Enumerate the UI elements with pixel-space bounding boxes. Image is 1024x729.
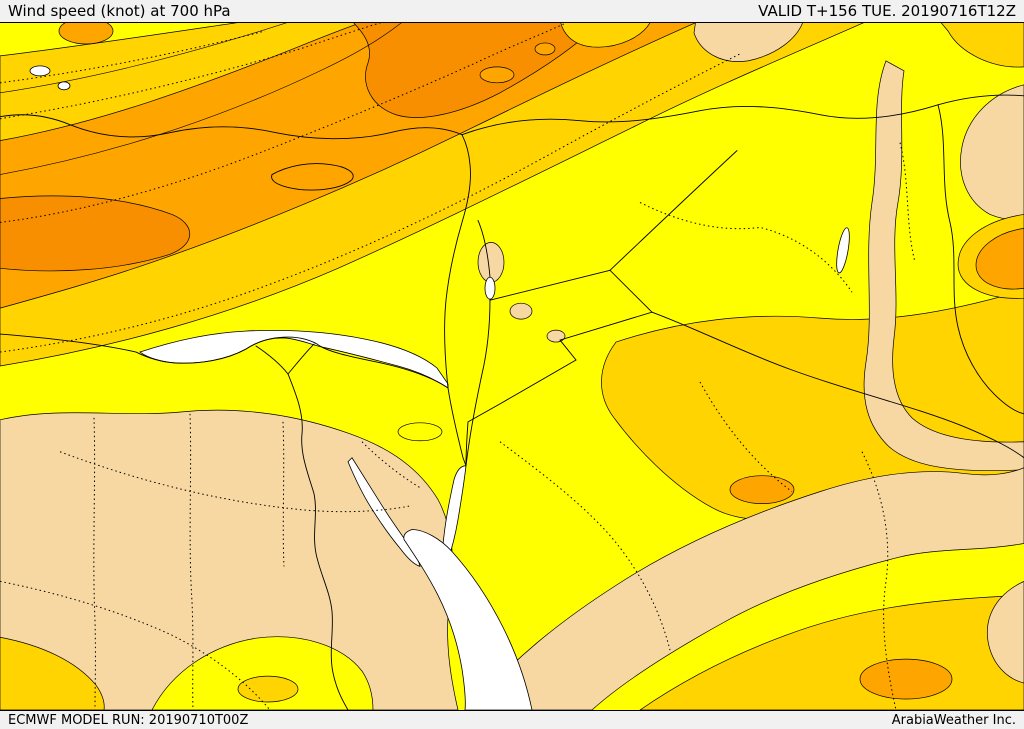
dead-sea (484, 276, 496, 300)
dotted-admin-egypt-2 (189, 413, 194, 710)
valid-time-label: VALID T+156 TUE. 20190716T12Z (758, 2, 1016, 20)
wind-speed-contour-map (0, 23, 1024, 710)
nile-delta-branch-west (255, 345, 289, 375)
map-title: Wind speed (knot) at 700 hPa (8, 2, 231, 20)
wind-speed-map-area (0, 22, 1024, 711)
nile-delta-branch-east (287, 343, 315, 375)
border-jordan-rift-south (465, 298, 491, 467)
coastline-north-africa (0, 333, 449, 389)
contour-line-intermediate-2 (0, 23, 402, 175)
river-nile (287, 373, 349, 710)
dotted-admin-saudi-1 (499, 441, 671, 651)
gulf-of-suez (347, 457, 421, 568)
contour-line-intermediate-1 (0, 23, 287, 94)
dotted-admin-sinai (361, 441, 421, 489)
contour-core-dark-orange-left (0, 195, 190, 272)
contour-band-tan-saudi-diagonal (469, 467, 1024, 710)
border-jordan-saudi-zigzag (465, 269, 653, 467)
contour-patch-gold-bottom-left (0, 636, 105, 710)
contour-blob-orange-top-left (58, 23, 114, 45)
coastline-levant (444, 134, 471, 389)
dotted-line-nw-1 (0, 30, 266, 84)
contour-spot-tan-jordan-1 (477, 242, 505, 283)
red-sea (403, 529, 533, 710)
cyprus-outline (271, 163, 354, 191)
border-syria-iraq (609, 150, 738, 271)
contour-hole-yellow (479, 66, 515, 84)
contour-patch-tan-top-right (693, 23, 803, 62)
credit-label: ArabiaWeather Inc. (891, 712, 1016, 728)
dotted-admin-saudi-3 (861, 451, 897, 710)
contour-spot-yellow-sinai (397, 422, 443, 442)
contour-blob-orange-bottom-right (859, 658, 953, 700)
contour-blob-orange-saudi-1 (729, 475, 795, 504)
contour-spot-tan-jordan-2 (509, 302, 533, 320)
border-jordan-rift-north (477, 219, 491, 278)
dotted-admin-egypt-1 (93, 417, 96, 710)
contour-spot-tan-jordan-3 (546, 329, 566, 343)
small-lake-top-left-2 (57, 81, 71, 91)
dotted-line-nw-2 (0, 23, 382, 120)
border-iraq-saudi (651, 311, 1024, 459)
contour-notch-tan-right-edge (986, 580, 1024, 684)
lake-tharthar (836, 227, 850, 274)
border-egypt-israel (447, 387, 467, 467)
footer-bar: ECMWF MODEL RUN: 20190710T00Z ArabiaWeat… (0, 711, 1024, 729)
dotted-line-nw-3 (0, 23, 567, 223)
contour-patch-gold-top-center (560, 23, 651, 48)
small-lake-top-left-1 (29, 65, 51, 77)
header-bar: Wind speed (knot) at 700 hPa VALID T+156… (0, 0, 1024, 22)
dotted-admin-saudi-2 (699, 381, 793, 493)
dotted-admin-iran (899, 142, 916, 263)
contour-blob-gold-egypt-south (237, 675, 299, 703)
contour-hole-yellow-small (534, 42, 556, 56)
contour-blob-orange-right-edge (975, 228, 1024, 290)
border-syria-jordan (489, 269, 611, 301)
model-run-label: ECMWF MODEL RUN: 20190710T00Z (8, 712, 249, 728)
border-iraq-iran (937, 104, 1024, 415)
coastline-turkey-south (0, 114, 463, 140)
dotted-admin-egypt-5 (0, 580, 271, 710)
